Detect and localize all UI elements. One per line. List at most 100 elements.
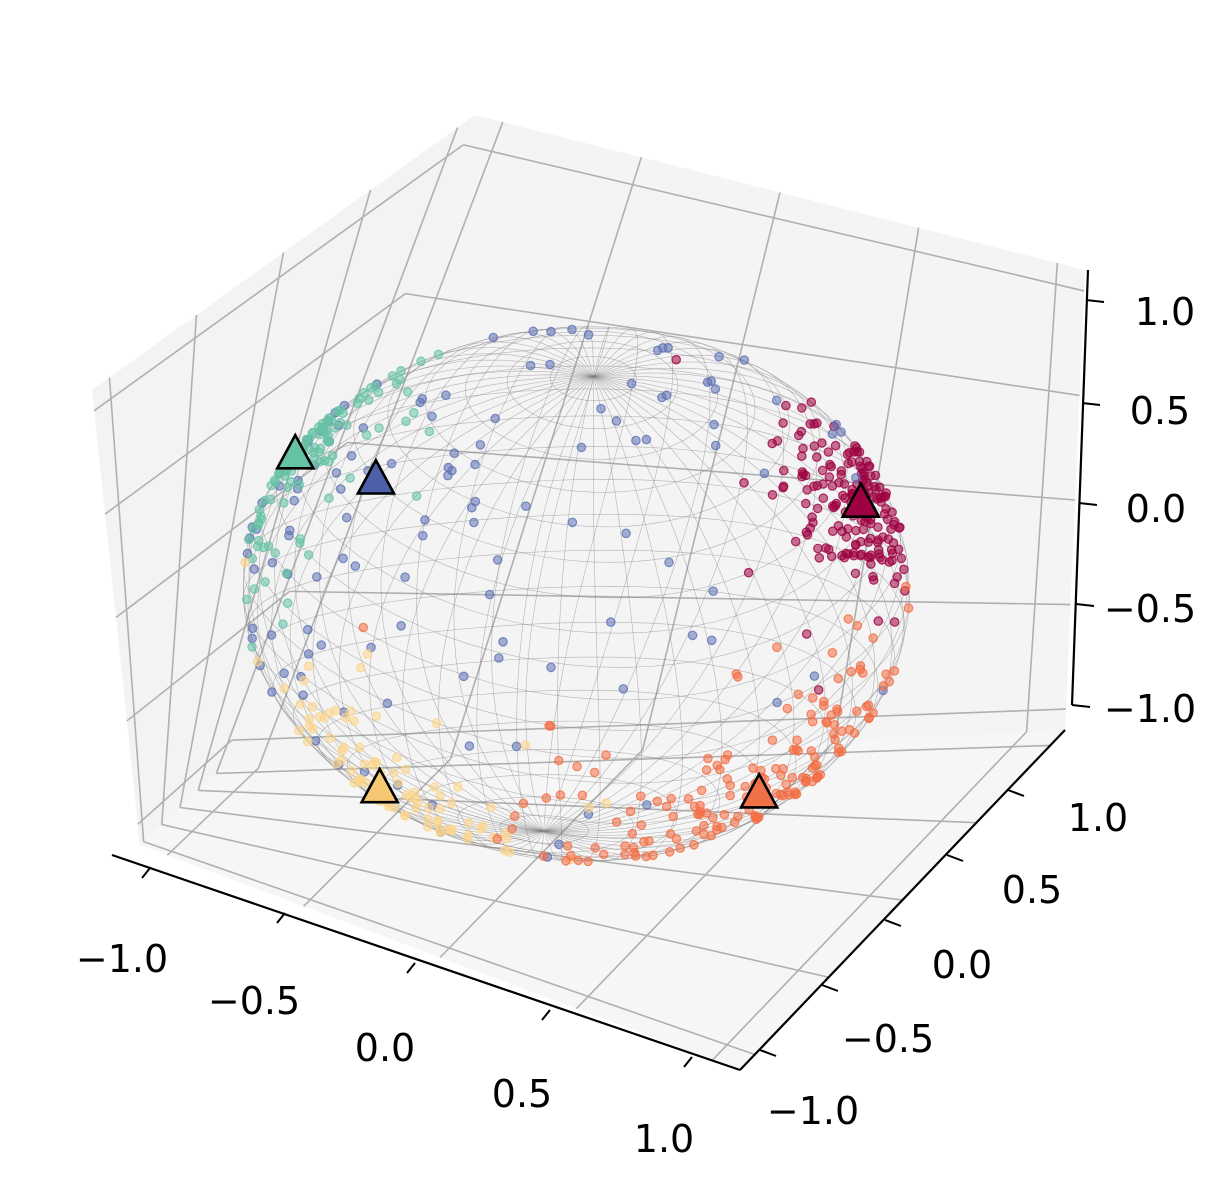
scatter-point-cluster-5 [573,855,584,866]
scatter-point-cluster-1 [798,469,809,479]
scatter-point-cluster-3 [402,387,413,397]
scatter-point-cluster-5 [771,642,782,653]
grid-line-z-left [93,144,464,412]
scatter-point-cluster-4 [411,803,421,813]
scatter-point-cluster-1 [778,465,789,476]
scatter-point-cluster-5 [589,767,600,778]
scatter-point-cluster-4 [393,778,403,788]
z-tick-mark [1075,603,1095,607]
scatter-point-cluster-2 [708,586,718,596]
scatter-point-cluster-3 [361,430,372,440]
scatter-point-cluster-2 [493,653,504,663]
scatter-point-cluster-1 [899,564,909,575]
scatter-point-cluster-2 [576,442,587,453]
z-tick-mark [1071,704,1091,708]
sphere-meridian [348,336,594,832]
scatter-point-cluster-2 [652,345,663,356]
scatter-point-cluster-2 [710,384,721,394]
scatter-point-cluster-5 [868,633,878,643]
grid-line-y-floor [161,823,829,979]
y-tick-mark [1007,789,1025,797]
scatter-point-cluster-5 [719,809,730,820]
scatter-point-cluster-4 [295,699,306,709]
scatter-point-cluster-2 [528,326,538,337]
scatter-point-cluster-1 [837,526,847,537]
scatter-point-cluster-2 [469,517,479,528]
scatter-point-cluster-5 [712,824,722,835]
scatter-point-cluster-4 [367,760,377,770]
scatter-point-cluster-2 [458,671,469,682]
scatter-point-cluster-1 [868,571,878,582]
scatter-point-cluster-1 [767,489,778,500]
scatter-point-cluster-2 [266,630,277,640]
scatter-point-cluster-5 [797,772,808,783]
scatter-point-cluster-2 [441,390,451,400]
scatter-point-cluster-1 [671,354,681,365]
scatter-point-cluster-3 [263,541,274,551]
scatter-point-cluster-4 [601,798,612,808]
scatter-point-cluster-4 [371,711,382,721]
scatter-point-cluster-1 [802,484,812,495]
scatter-point-cluster-2 [567,324,577,335]
scatter-point-cluster-1 [830,440,841,451]
scatter-point-cluster-5 [611,817,622,827]
scatter-point-cluster-3 [352,398,363,408]
scatter-point-cluster-5 [555,790,566,800]
cluster-center-marker-4 [359,766,400,804]
y-tick-mark [946,854,964,862]
scatter-point-cluster-1 [811,452,822,462]
sphere-meridian [476,376,594,856]
scatter-point-cluster-3 [304,434,314,444]
scatter-point-cluster-2 [567,517,578,528]
scatter-point-cluster-5 [846,666,857,677]
scatter-point-cluster-1 [876,492,887,502]
sphere-meridian [319,341,594,832]
z-tick-mark [1078,502,1098,506]
sphere-meridian [491,326,594,832]
scatter-point-cluster-2 [470,459,480,470]
scatter-point-cluster-5 [665,829,676,839]
scatter-point-cluster-4 [453,781,463,792]
scatter-point-cluster-2 [850,472,861,483]
scatter-point-cluster-3 [294,479,305,490]
scatter-point-cluster-5 [818,696,829,707]
scatter-point-cluster-5 [829,719,840,730]
scatter-point-cluster-5 [791,789,802,799]
scatter-point-cluster-2 [554,839,564,850]
scatter-point-cluster-4 [325,733,335,743]
scatter-point-cluster-2 [279,668,289,679]
scatter-point-cluster-1 [778,418,788,428]
scatter-point-cluster-5 [562,841,573,851]
scatter-point-cluster-3 [387,371,398,381]
scatter-point-cluster-3 [411,491,422,501]
scatter-point-cluster-5 [833,673,844,684]
scatter-point-cluster-2 [449,448,459,458]
scatter-point-cluster-5 [544,720,554,731]
scatter-point-cluster-4 [330,705,341,716]
scatter-point-cluster-5 [699,820,709,831]
scatter-point-cluster-5 [620,841,630,851]
sphere-meridian [416,328,594,832]
scatter-point-cluster-5 [509,811,520,821]
scatter-point-cluster-5 [827,647,838,658]
scatter-point-cluster-4 [432,815,443,826]
grid-line-z-back [289,590,1071,606]
scatter-point-cluster-5 [815,769,826,780]
z-tick-label: 0.5 [1130,389,1190,433]
scatter-point-cluster-3 [370,381,380,391]
scatter-point-cluster-5 [701,765,712,775]
scatter-point-cluster-1 [796,403,807,413]
y-tick-label: 0.0 [932,943,992,987]
scatter-point-cluster-2 [739,355,750,365]
x-axis-line [111,853,741,1072]
scatter-point-cluster-1 [887,548,898,559]
scatter-point-cluster-5 [652,796,662,807]
sphere-meridian [543,376,683,860]
scatter-point-cluster-5 [864,712,874,723]
scatter-point-cluster-4 [409,787,420,798]
scatter-point-cluster-5 [720,754,730,765]
scatter-point-cluster-2 [488,332,499,343]
scatter-point-cluster-2 [475,440,486,450]
scatter-point-cluster-5 [832,704,842,714]
scatter-point-cluster-5 [629,848,640,858]
